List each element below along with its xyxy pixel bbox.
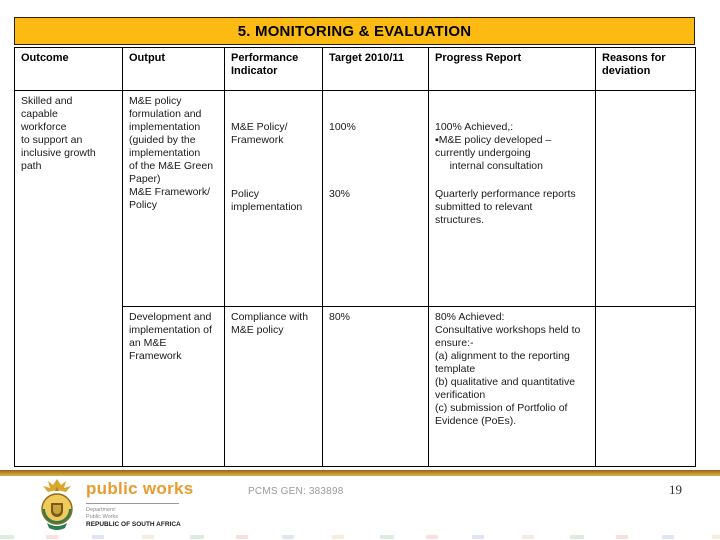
cell-progress-row1: 100% Achieved,: ▪M&E policy developed – … xyxy=(428,90,596,307)
target-block-2: 30% xyxy=(329,188,351,200)
cell-output-row2: Development and implementation of an M&E… xyxy=(122,306,225,467)
col-header-target: Target 2010/11 xyxy=(322,47,429,91)
coat-of-arms-icon xyxy=(41,479,73,530)
slide-title-bar: 5. MONITORING & EVALUATION xyxy=(14,17,695,45)
logo-department-label: Department: xyxy=(86,507,117,513)
col-header-performance-indicator: Performance Indicator xyxy=(224,47,323,91)
footer: public works Department: Public Works RE… xyxy=(0,476,720,536)
cell-target-row1: 100% 30% xyxy=(322,90,429,307)
logo-country-label: REPUBLIC OF SOUTH AFRICA xyxy=(86,521,181,528)
cell-indicator-row2: Compliance with M&E policy xyxy=(224,306,323,467)
cell-reasons-row2 xyxy=(595,306,696,467)
cell-outcome: Skilled and capable workforce to support… xyxy=(14,90,123,467)
indicator-block-1: M&E Policy/ Framework xyxy=(231,121,288,146)
logo-department-name: Public Works xyxy=(86,514,118,520)
bottom-color-strip xyxy=(0,535,720,539)
cell-indicator-row1: M&E Policy/ Framework Policy implementat… xyxy=(224,90,323,307)
monitoring-evaluation-table: Outcome Output Performance Indicator Tar… xyxy=(14,47,696,467)
col-header-outcome: Outcome xyxy=(14,47,123,91)
footer-divider-bar xyxy=(0,470,720,476)
col-header-progress-report: Progress Report xyxy=(428,47,596,91)
table-row: Skilled and capable workforce to support… xyxy=(14,90,696,467)
col-header-reasons: Reasons for deviation xyxy=(595,47,696,91)
slide-title: 5. MONITORING & EVALUATION xyxy=(237,22,472,40)
cell-target-row2: 80% xyxy=(322,306,429,467)
cell-progress-row2: 80% Achieved: Consultative workshops hel… xyxy=(428,306,596,467)
table-header-row: Outcome Output Performance Indicator Tar… xyxy=(14,47,696,91)
target-block-1: 100% xyxy=(329,121,356,133)
public-works-logo-text: public works xyxy=(86,479,194,498)
progress-block-1: 100% Achieved,: ▪M&E policy developed – … xyxy=(435,121,552,172)
cell-reasons-row1 xyxy=(595,90,696,307)
progress-block-2: Quarterly performance reports submitted … xyxy=(435,188,576,226)
pcms-reference: PCMS GEN: 383898 xyxy=(248,486,344,497)
indicator-block-2: Policy implementation xyxy=(231,188,303,213)
col-header-output: Output xyxy=(122,47,225,91)
cell-output-row1: M&E policy formulation and implementatio… xyxy=(122,90,225,307)
logo-divider-line xyxy=(86,503,179,504)
page-number: 19 xyxy=(669,482,682,497)
table-row: Development and implementation of an M&E… xyxy=(15,306,696,467)
